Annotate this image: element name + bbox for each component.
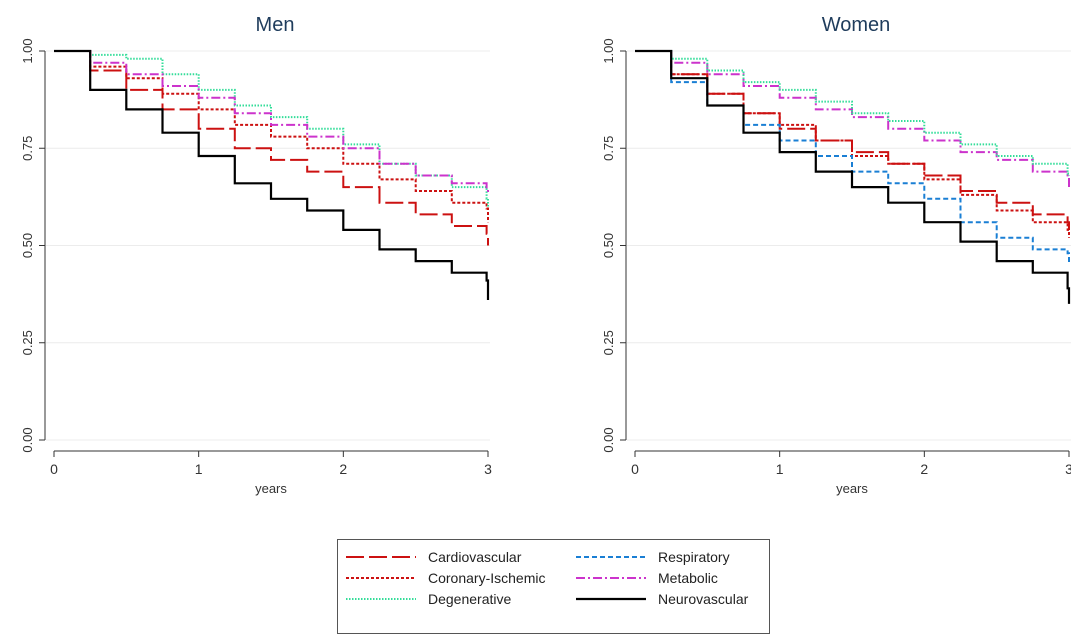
legend-label: Neurovascular [658, 591, 749, 607]
series-line-degenerative [635, 50, 1070, 176]
y-tick-label: 0.75 [601, 136, 616, 161]
legend-swatch [346, 598, 416, 600]
legend-label: Respiratory [658, 549, 730, 565]
chart-title: Men [256, 14, 295, 36]
x-tick-label: 0 [631, 461, 639, 477]
y-tick-label: 0.00 [601, 427, 616, 452]
x-tick-label: 0 [50, 461, 58, 477]
y-tick-label: 0.50 [20, 233, 35, 258]
chart-title: Women [822, 14, 891, 36]
legend-label: Coronary-Ischemic [428, 570, 546, 586]
legend-label: Degenerative [428, 591, 512, 607]
legend-swatch [346, 556, 416, 558]
series-line-coronary-ischemic [635, 50, 1070, 238]
series-line-respiratory [635, 50, 1070, 265]
y-tick-label: 0.25 [20, 330, 35, 355]
x-tick-label: 2 [339, 461, 347, 477]
y-tick-label: 1.00 [20, 38, 35, 63]
legend-swatch [576, 556, 646, 558]
legend-label: Metabolic [658, 570, 718, 586]
legend-swatch [576, 577, 646, 579]
legend-swatch [346, 577, 416, 579]
x-axis-label: years [836, 481, 868, 496]
legend-swatch [576, 597, 646, 601]
x-axis-label: years [255, 481, 287, 496]
panel-women: Women 0.00 0.25 0.50 0.75 1.00 0 1 2 3 years [601, 14, 1071, 496]
series-line-degenerative [54, 50, 489, 207]
x-tick-label: 1 [776, 461, 784, 477]
x-tick-label: 3 [1065, 461, 1071, 477]
series-line-cardiovascular [54, 50, 489, 246]
y-tick-label: 0.25 [601, 330, 616, 355]
legend: Cardiovascular Respiratory Coronary-Isch… [337, 539, 770, 634]
series-line-coronary-ischemic [54, 50, 489, 223]
y-tick-label: 0.50 [601, 233, 616, 258]
panel-men: Men 0.00 0.25 0.50 0.75 1.00 0 1 2 3 years [20, 14, 492, 496]
x-tick-label: 2 [920, 461, 928, 477]
x-tick-label: 3 [484, 461, 492, 477]
legend-label: Cardiovascular [428, 549, 522, 565]
series-line-neurovascular [635, 49, 1071, 304]
series-line-metabolic [54, 50, 489, 195]
y-tick-label: 0.75 [20, 136, 35, 161]
y-tick-label: 0.00 [20, 427, 35, 452]
series-line-neurovascular [54, 49, 490, 300]
y-tick-label: 1.00 [601, 38, 616, 63]
x-tick-label: 1 [195, 461, 203, 477]
